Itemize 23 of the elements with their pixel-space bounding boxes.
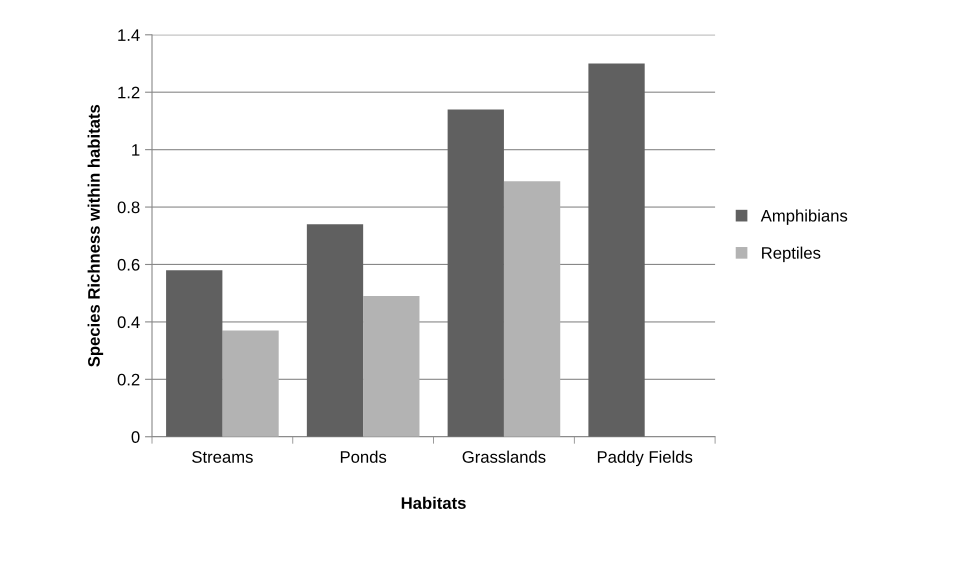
y-axis-title: Species Richness within habitats (88, 104, 104, 367)
x-tick-label: Grasslands (462, 450, 546, 463)
y-tick-label: 0.8 (118, 201, 140, 214)
y-tick-label: 0.6 (118, 258, 140, 271)
y-tick-label: 1.4 (118, 29, 140, 41)
y-tick-label: 0.4 (118, 316, 140, 328)
x-axis-title: Habitats (402, 496, 466, 509)
bar (363, 296, 420, 437)
bar (306, 224, 364, 437)
bar (588, 64, 645, 437)
y-tick-label: 1 (132, 144, 140, 156)
bar (222, 330, 279, 437)
legend-label: Reptiles (762, 246, 820, 262)
x-tick-label: Ponds (340, 450, 386, 463)
x-tick-label: Streams (192, 451, 253, 463)
x-tick-label: Paddy Fields (598, 450, 692, 466)
bar (448, 109, 504, 437)
legend-label: Amphibians (760, 209, 848, 225)
y-tick-label: 0 (132, 431, 140, 443)
y-tick-label: 0.2 (118, 374, 140, 386)
y-tick-label: 1.2 (118, 86, 140, 98)
bar (166, 270, 222, 437)
bar (504, 181, 560, 437)
